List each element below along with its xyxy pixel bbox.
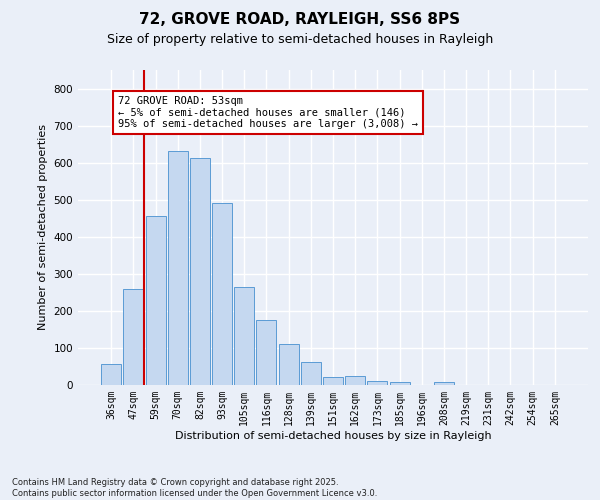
Text: 72 GROVE ROAD: 53sqm
← 5% of semi-detached houses are smaller (146)
95% of semi-: 72 GROVE ROAD: 53sqm ← 5% of semi-detach…	[118, 96, 418, 129]
Bar	[124, 288, 143, 385]
Y-axis label: Number of semi-detached properties: Number of semi-detached properties	[38, 124, 48, 330]
Text: Size of property relative to semi-detached houses in Rayleigh: Size of property relative to semi-detach…	[107, 32, 493, 46]
Bar	[278, 344, 299, 385]
Bar	[301, 362, 321, 385]
Bar	[367, 380, 388, 385]
Bar	[389, 382, 410, 385]
Text: 72, GROVE ROAD, RAYLEIGH, SS6 8PS: 72, GROVE ROAD, RAYLEIGH, SS6 8PS	[139, 12, 461, 28]
Bar	[212, 204, 232, 385]
Bar	[146, 216, 166, 385]
Text: Contains HM Land Registry data © Crown copyright and database right 2025.
Contai: Contains HM Land Registry data © Crown c…	[12, 478, 377, 498]
Bar	[256, 320, 277, 385]
Bar	[323, 377, 343, 385]
Bar	[434, 382, 454, 385]
Bar	[234, 287, 254, 385]
Bar	[190, 158, 210, 385]
Bar	[101, 364, 121, 385]
X-axis label: Distribution of semi-detached houses by size in Rayleigh: Distribution of semi-detached houses by …	[175, 430, 491, 440]
Bar	[168, 151, 188, 385]
Bar	[345, 376, 365, 385]
